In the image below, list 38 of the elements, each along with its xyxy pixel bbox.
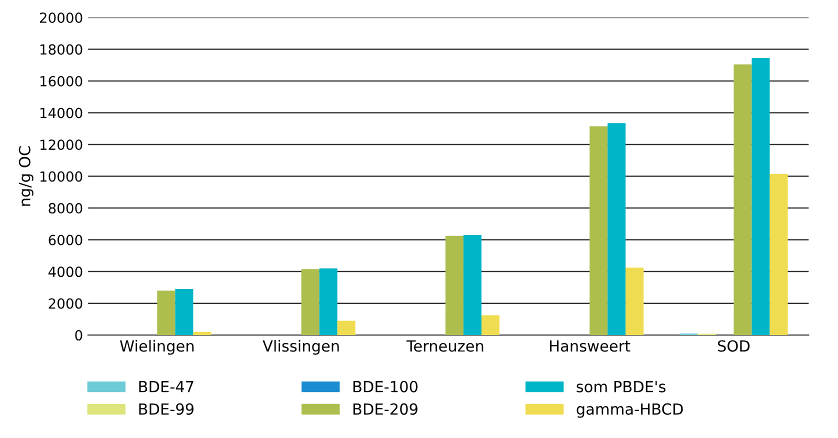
bar <box>157 290 176 336</box>
y-tick-label: 2000 <box>48 298 82 309</box>
bar <box>626 268 644 336</box>
y-tick-label: 14000 <box>40 108 82 118</box>
x-tick-label: Wielingen <box>120 340 194 355</box>
bar <box>337 320 356 336</box>
x-tick-label: Vlissingen <box>262 340 339 355</box>
y-tick-label: 20000 <box>40 12 82 23</box>
y-tick-label: 6000 <box>48 234 82 246</box>
legend-label: BDE-209 <box>353 403 418 415</box>
x-tick-label: SOD <box>718 340 750 352</box>
bar <box>734 64 752 336</box>
legend-label: BDE-47 <box>139 381 194 392</box>
bar <box>752 58 770 336</box>
y-axis-title: ng/g OC <box>18 146 34 206</box>
bar <box>301 269 320 336</box>
y-tick-label: 0 <box>75 330 82 341</box>
legend-label: som PBDE's <box>576 381 666 392</box>
legend-label: BDE-100 <box>353 380 418 392</box>
x-tick-label: Terneuzen <box>406 340 484 352</box>
x-tick-label: Hansweert <box>550 340 630 352</box>
bar <box>481 315 500 336</box>
bar <box>608 123 626 336</box>
y-tick-label: 4000 <box>48 266 82 278</box>
y-tick-label: 10000 <box>40 171 82 182</box>
bar <box>590 126 608 336</box>
bar <box>193 332 212 336</box>
bar <box>770 174 788 336</box>
y-tick-label: 12000 <box>40 140 82 150</box>
legend-label: BDE-99 <box>139 403 194 415</box>
y-tick-label: 18000 <box>40 44 82 55</box>
y-tick-label: 16000 <box>40 76 82 87</box>
legend-label: gamma-HBCD <box>576 403 683 418</box>
bar <box>463 235 482 336</box>
bar <box>319 268 338 336</box>
bar <box>445 236 464 336</box>
bar <box>175 289 194 336</box>
y-tick-label: 8000 <box>48 203 82 214</box>
